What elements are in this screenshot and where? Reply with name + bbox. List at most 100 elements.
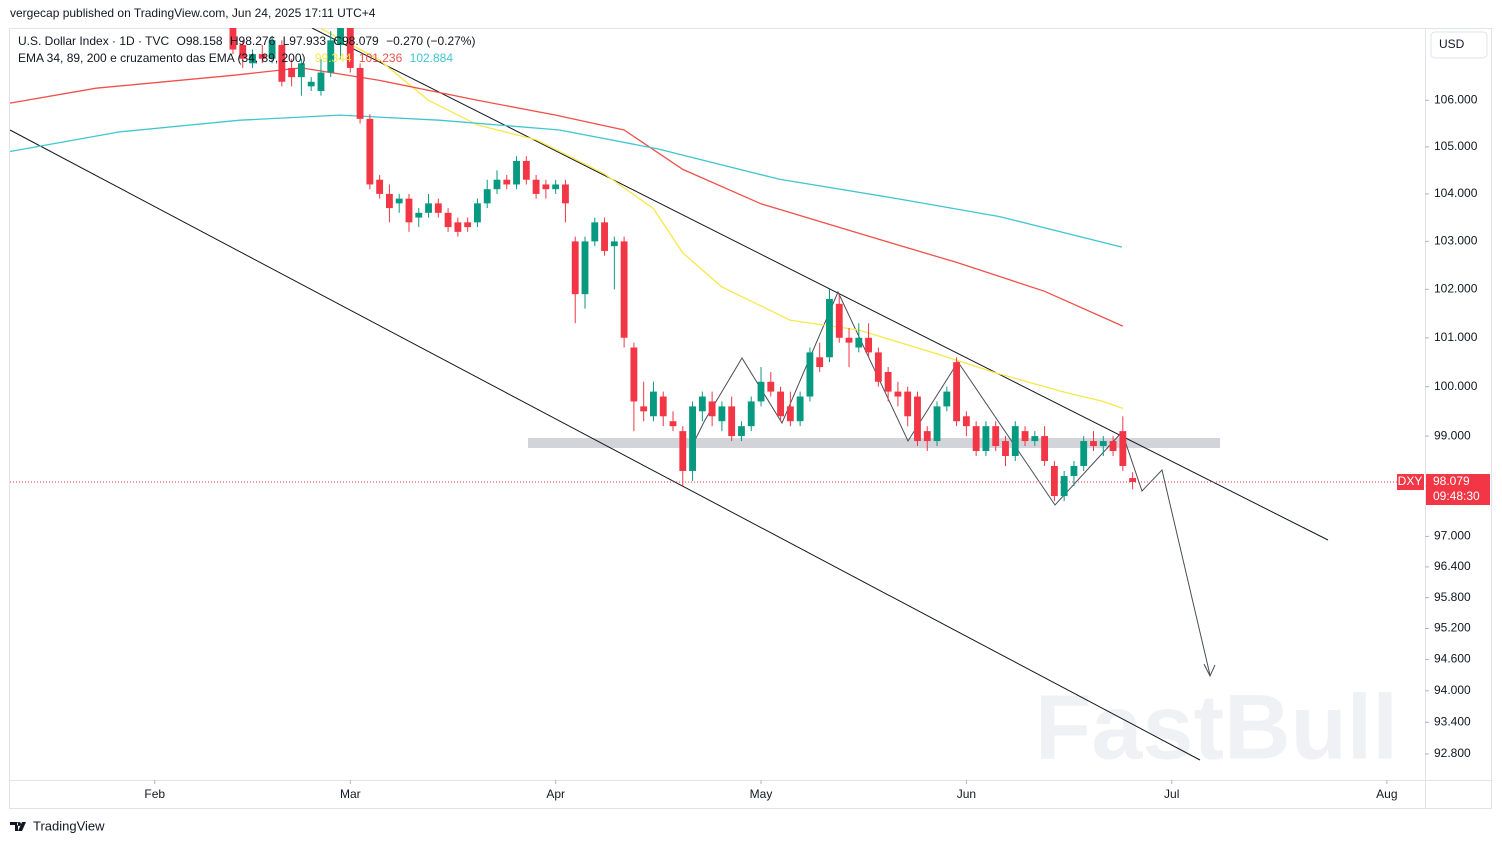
candle-body <box>1041 436 1049 461</box>
quote: H98.276 <box>230 34 276 48</box>
ema-value: 99.344 <box>315 51 352 65</box>
y-tick-label: 99.000 <box>1434 428 1471 442</box>
y-tick-label: 104.000 <box>1434 186 1478 200</box>
ema-line <box>10 67 1124 327</box>
candle-body <box>493 179 501 190</box>
candle-body <box>552 184 560 190</box>
candle-body <box>454 222 462 232</box>
candle-body <box>395 198 403 204</box>
projection-path <box>694 290 1211 676</box>
candle-body <box>258 54 266 59</box>
candle-body <box>747 401 755 427</box>
y-tick-label: 100.000 <box>1434 379 1478 393</box>
candle-body <box>610 241 618 247</box>
candle-body <box>620 241 628 338</box>
candle-body <box>972 426 980 452</box>
candle-body <box>1129 478 1137 483</box>
candle-body <box>1060 475 1068 497</box>
candle-body <box>327 40 335 73</box>
candle-body <box>444 212 452 228</box>
candle-body <box>434 203 442 213</box>
candle-body <box>679 431 687 471</box>
quote: O98.158 <box>177 34 223 48</box>
quote: L97.933 <box>283 34 327 48</box>
candle-body <box>904 391 912 417</box>
candle-body <box>738 426 745 437</box>
plot-area <box>10 28 1425 761</box>
candle-body <box>630 347 638 402</box>
arrow-head <box>1203 663 1216 678</box>
candle-body <box>698 396 706 412</box>
candle-body <box>1002 441 1009 456</box>
currency-button[interactable] <box>1430 31 1488 59</box>
y-tick-label: 93.400 <box>1434 714 1471 728</box>
ema-value: 101.236 <box>359 51 403 65</box>
candle-body <box>1050 465 1058 497</box>
candle-body <box>826 298 833 358</box>
candle-body <box>268 40 276 59</box>
candle-body <box>777 391 784 417</box>
candle-body <box>757 381 765 402</box>
candle-body <box>346 28 354 68</box>
upper-trendline <box>311 28 1329 541</box>
candle-body <box>356 67 364 119</box>
candle-body <box>513 160 520 185</box>
y-tick-label: 94.600 <box>1434 652 1471 666</box>
candle-body <box>239 44 247 59</box>
x-tick-label: Aug <box>1376 787 1397 801</box>
candle-body <box>865 337 873 353</box>
candle-body <box>806 352 814 397</box>
candle-body <box>874 352 882 382</box>
currency[interactable]: USD <box>1439 37 1465 51</box>
candle-body <box>1021 431 1029 442</box>
x-tick-label: Mar <box>340 787 361 801</box>
candle-body <box>307 81 315 87</box>
candle-body <box>953 362 961 422</box>
candle-body <box>278 44 286 82</box>
candle-body <box>1080 441 1088 466</box>
indicator-line: EMA 34, 89, 200 e cruzamento das EMA (34… <box>18 51 453 65</box>
candle-body <box>992 426 1000 447</box>
candle-body <box>982 426 990 452</box>
candle-body <box>405 198 413 223</box>
candle-body <box>385 193 393 209</box>
candle-body <box>845 337 853 343</box>
y-tick-label: 102.000 <box>1434 282 1478 296</box>
x-tick-label: Jun <box>957 787 976 801</box>
candle-body <box>884 371 892 392</box>
candle-body <box>532 179 540 194</box>
y-tick-label: 101.000 <box>1434 330 1478 344</box>
candle-body <box>1090 441 1097 447</box>
candle-body <box>855 337 863 348</box>
candle-body <box>718 406 726 422</box>
candle-body <box>728 406 736 437</box>
candle-body <box>464 222 472 228</box>
candle-body <box>835 303 843 338</box>
candle-body <box>581 241 589 295</box>
candle-body <box>650 391 657 417</box>
candle-body <box>943 391 951 407</box>
candle-body <box>288 67 296 78</box>
published-line: vergecap published on TradingView.com, J… <box>10 6 376 20</box>
candle-body <box>1119 431 1127 466</box>
y-tick-label: 105.000 <box>1434 139 1478 153</box>
x-tick-label: Apr <box>546 787 565 801</box>
watermark: FastBull <box>1035 676 1398 778</box>
candle-body <box>816 357 824 368</box>
ema-line <box>320 28 1124 410</box>
symbol-title: U.S. Dollar Index · 1D · TVC <box>18 34 169 48</box>
candle-body <box>376 179 384 194</box>
candle-body <box>229 28 237 50</box>
candle-body <box>786 406 794 422</box>
y-tick-label: 92.800 <box>1434 746 1471 760</box>
candle-body <box>483 189 491 204</box>
lower-trendline <box>10 129 1201 761</box>
candle-body <box>689 406 696 471</box>
candle-body <box>933 406 941 442</box>
symbol-tag: DXY <box>1398 474 1423 488</box>
candle-body <box>1109 441 1117 452</box>
candle-body <box>474 203 481 223</box>
frame <box>9 28 1492 809</box>
